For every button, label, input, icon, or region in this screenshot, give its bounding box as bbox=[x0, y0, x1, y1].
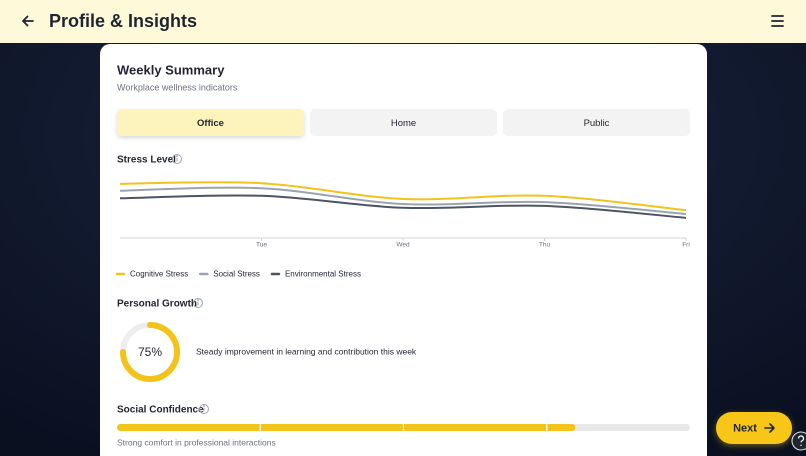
growth-donut: 75% bbox=[120, 322, 180, 382]
legend: Cognitive Stress Social Stress Environment… bbox=[115, 270, 361, 279]
growth-description: Steady improvement in learning and contr… bbox=[196, 346, 417, 356]
tab-background bbox=[117, 109, 304, 136]
donut-label: 75% bbox=[138, 345, 162, 359]
section-title: Social Confidence bbox=[117, 405, 204, 416]
tab-background bbox=[310, 109, 497, 136]
tab-bar: Office Home Public bbox=[117, 109, 690, 136]
tab[interactable]: Home bbox=[310, 109, 497, 136]
confidence-description: Strong comfort in professional interacti… bbox=[117, 437, 276, 447]
help-button[interactable] bbox=[791, 431, 806, 451]
line-chart: Tue Wed Thu Fri bbox=[119, 181, 690, 249]
legend-label: Environmental Stress bbox=[285, 270, 361, 279]
legend-label: Social Stress bbox=[213, 270, 260, 279]
next-button[interactable]: Next bbox=[716, 412, 792, 444]
summary-card bbox=[100, 44, 707, 456]
x-tick-label: Thu bbox=[539, 242, 551, 249]
tab-label[interactable]: Office bbox=[197, 118, 224, 129]
info-icon[interactable] bbox=[172, 154, 182, 164]
x-tick-label: Fri bbox=[682, 242, 690, 249]
tab-label[interactable]: Public bbox=[584, 118, 610, 129]
stress-line bbox=[119, 186, 687, 216]
section-title: Personal Growth bbox=[117, 299, 197, 310]
menu-button[interactable] bbox=[771, 15, 784, 27]
legend-label: Cognitive Stress bbox=[130, 270, 188, 279]
tab-label[interactable]: Home bbox=[391, 118, 416, 129]
info-icon[interactable] bbox=[193, 298, 203, 308]
header-title: Profile & Insights bbox=[49, 11, 197, 31]
stress-line bbox=[119, 194, 687, 219]
tab[interactable]: Public bbox=[503, 109, 690, 136]
progress-fill bbox=[117, 424, 576, 431]
card-subtitle: Workplace wellness indicators bbox=[117, 82, 238, 92]
tab-background bbox=[503, 109, 690, 136]
card-title: Weekly Summary bbox=[117, 62, 225, 77]
next-label[interactable]: Next bbox=[733, 422, 757, 434]
back-button[interactable] bbox=[22, 15, 34, 27]
header-bar bbox=[0, 0, 806, 43]
info-icon[interactable] bbox=[199, 404, 209, 414]
confidence-progress bbox=[117, 424, 690, 431]
stress-line bbox=[119, 181, 687, 212]
x-tick-label: Wed bbox=[396, 242, 410, 249]
section-title: Stress Level bbox=[117, 155, 176, 166]
tab[interactable]: Office bbox=[117, 109, 304, 136]
x-tick-label: Tue bbox=[256, 242, 267, 249]
donut-arc bbox=[120, 322, 180, 382]
